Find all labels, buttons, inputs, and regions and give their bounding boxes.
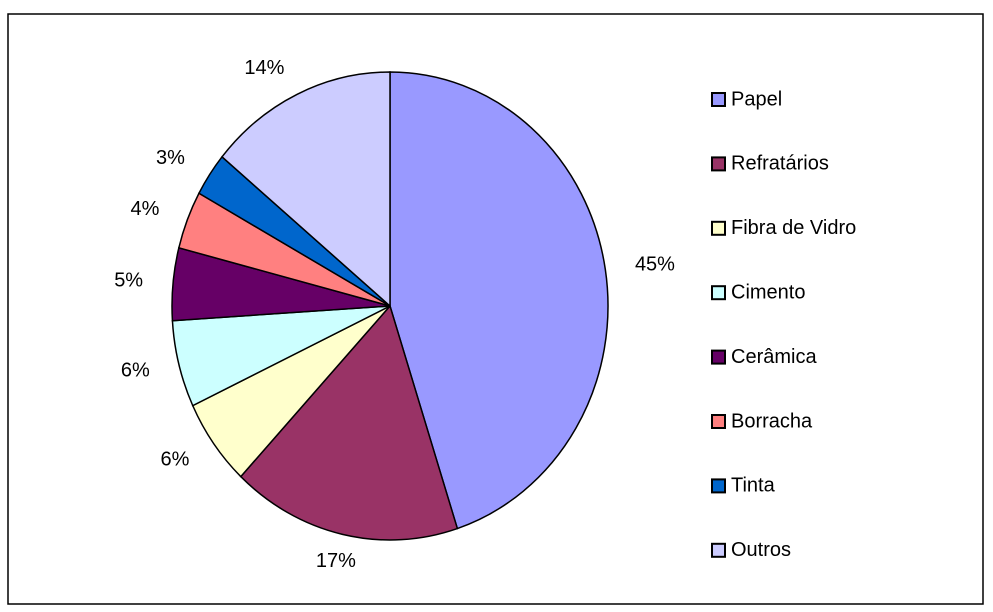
legend-swatch [711,220,726,236]
data-label: 14% [244,57,284,79]
data-label: 6% [121,359,150,381]
legend-swatch [711,478,726,494]
legend-label: Tinta [731,475,776,497]
data-label: 17% [316,550,356,572]
legend-label: Refratários [731,153,829,175]
pie-slice [239,304,459,541]
data-label: 6% [160,448,189,470]
data-label: 4% [131,198,160,220]
legend-swatch [711,414,726,429]
data-label: 3% [156,147,185,169]
legend-label: Outros [731,539,791,561]
legend-swatch [711,92,726,107]
legend-swatch [711,542,726,558]
legend-swatch [711,156,726,172]
legend-swatch [711,349,726,365]
pie-slice [221,71,391,308]
legend-label: Cerâmica [731,346,817,368]
legend-swatch [711,285,726,301]
legend-label: Papel [731,88,782,110]
pie-slice [389,71,609,530]
data-label: 5% [114,270,143,292]
legend-label: Cimento [731,281,805,303]
legend-label: Fibra de Vidro [731,217,856,239]
legend-label: Borracha [731,410,813,432]
data-label: 45% [635,253,675,275]
